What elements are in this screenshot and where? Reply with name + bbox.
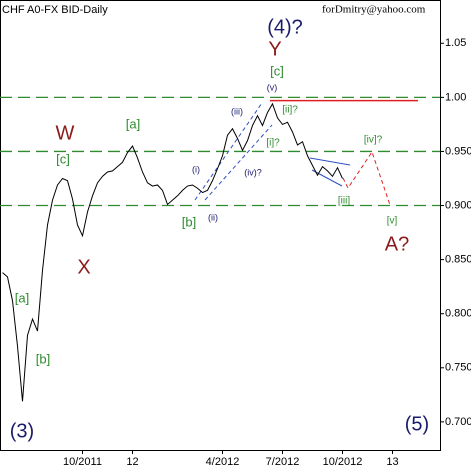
price-line — [2, 102, 343, 402]
channel-line — [204, 124, 273, 201]
wave-label: (v) — [267, 82, 278, 92]
wave-label: X — [77, 256, 90, 278]
wave-label: [v] — [387, 216, 398, 227]
chart-subtitle: forDmitry@yahoo.com — [322, 4, 426, 16]
wave-label: [iii] — [338, 196, 350, 207]
wave-label: (3) — [10, 420, 34, 442]
x-tick-label: 4/2012 — [206, 456, 240, 468]
wave-label: W — [56, 122, 75, 144]
y-tick-label: 0.750 — [445, 362, 471, 374]
x-tick-label: 10/2011 — [63, 456, 102, 468]
wave-label: (iv)? — [244, 167, 262, 177]
chart-title: CHF A0-FX BID-Daily — [2, 4, 108, 16]
plot-frame — [0, 0, 441, 451]
x-tick-label: 7/2012 — [266, 456, 300, 468]
wave-label: A? — [385, 233, 409, 255]
wave-label: [b] — [36, 351, 50, 366]
wave-label: [a] — [15, 290, 29, 305]
wave-label: Y — [268, 38, 281, 60]
wave-label: (i) — [192, 164, 200, 174]
wave-label: (5) — [405, 413, 429, 435]
wave-label: [b] — [182, 214, 196, 229]
y-tick-label: 0.850 — [445, 254, 471, 266]
wave-label: [c] — [270, 63, 284, 78]
wave-label: (ii) — [208, 212, 218, 222]
wave-label: [a] — [126, 116, 140, 131]
y-tick-label: 0.900 — [445, 199, 471, 211]
wave-label: (4)? — [267, 16, 303, 38]
wedge-line — [311, 169, 343, 187]
y-tick-label: 0.800 — [445, 308, 471, 320]
y-tick-label: 0.700 — [445, 416, 471, 428]
x-tick-label: 12 — [126, 456, 138, 468]
y-tick-label: 1.05 — [445, 37, 466, 49]
wave-label: (iii) — [231, 106, 243, 116]
wave-label: [c] — [56, 151, 70, 166]
y-tick-label: 1.00 — [445, 91, 466, 103]
x-tick-label: 10/2012 — [323, 456, 363, 468]
channel-line — [194, 102, 263, 201]
y-tick-label: 0.950 — [445, 145, 471, 157]
wave-label: [ii]? — [282, 105, 298, 116]
x-tick-label: 13 — [386, 456, 398, 468]
wave-label: [iv]? — [364, 135, 383, 146]
wedge-line — [309, 157, 351, 166]
wave-label: [i]? — [266, 138, 280, 149]
